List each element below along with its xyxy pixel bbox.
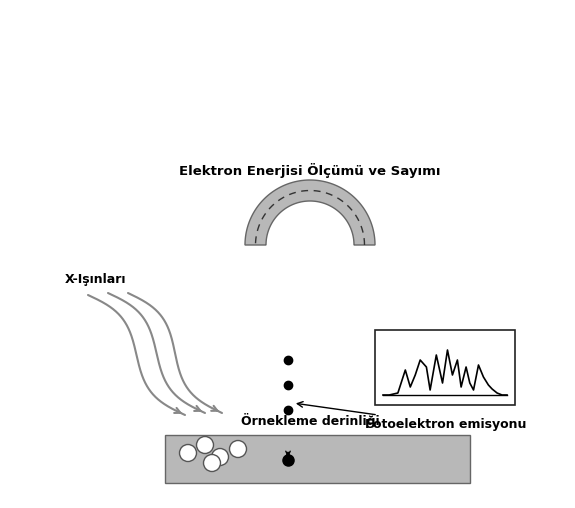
Circle shape	[229, 440, 247, 458]
Circle shape	[212, 449, 228, 465]
Bar	[165, 435, 470, 483]
Text: Örnekleme derinliği: Örnekleme derinliği	[241, 413, 380, 428]
Circle shape	[179, 444, 197, 461]
Bar	[375, 330, 515, 405]
Circle shape	[204, 455, 220, 471]
Text: Fotoelektron emisyonu: Fotoelektron emisyonu	[365, 418, 526, 431]
Text: Elektron Enerjisi Ölçümü ve Sayımı: Elektron Enerjisi Ölçümü ve Sayımı	[179, 163, 441, 177]
Circle shape	[197, 436, 213, 454]
Polygon shape	[245, 180, 375, 245]
Text: X-Işınları: X-Işınları	[65, 273, 126, 287]
